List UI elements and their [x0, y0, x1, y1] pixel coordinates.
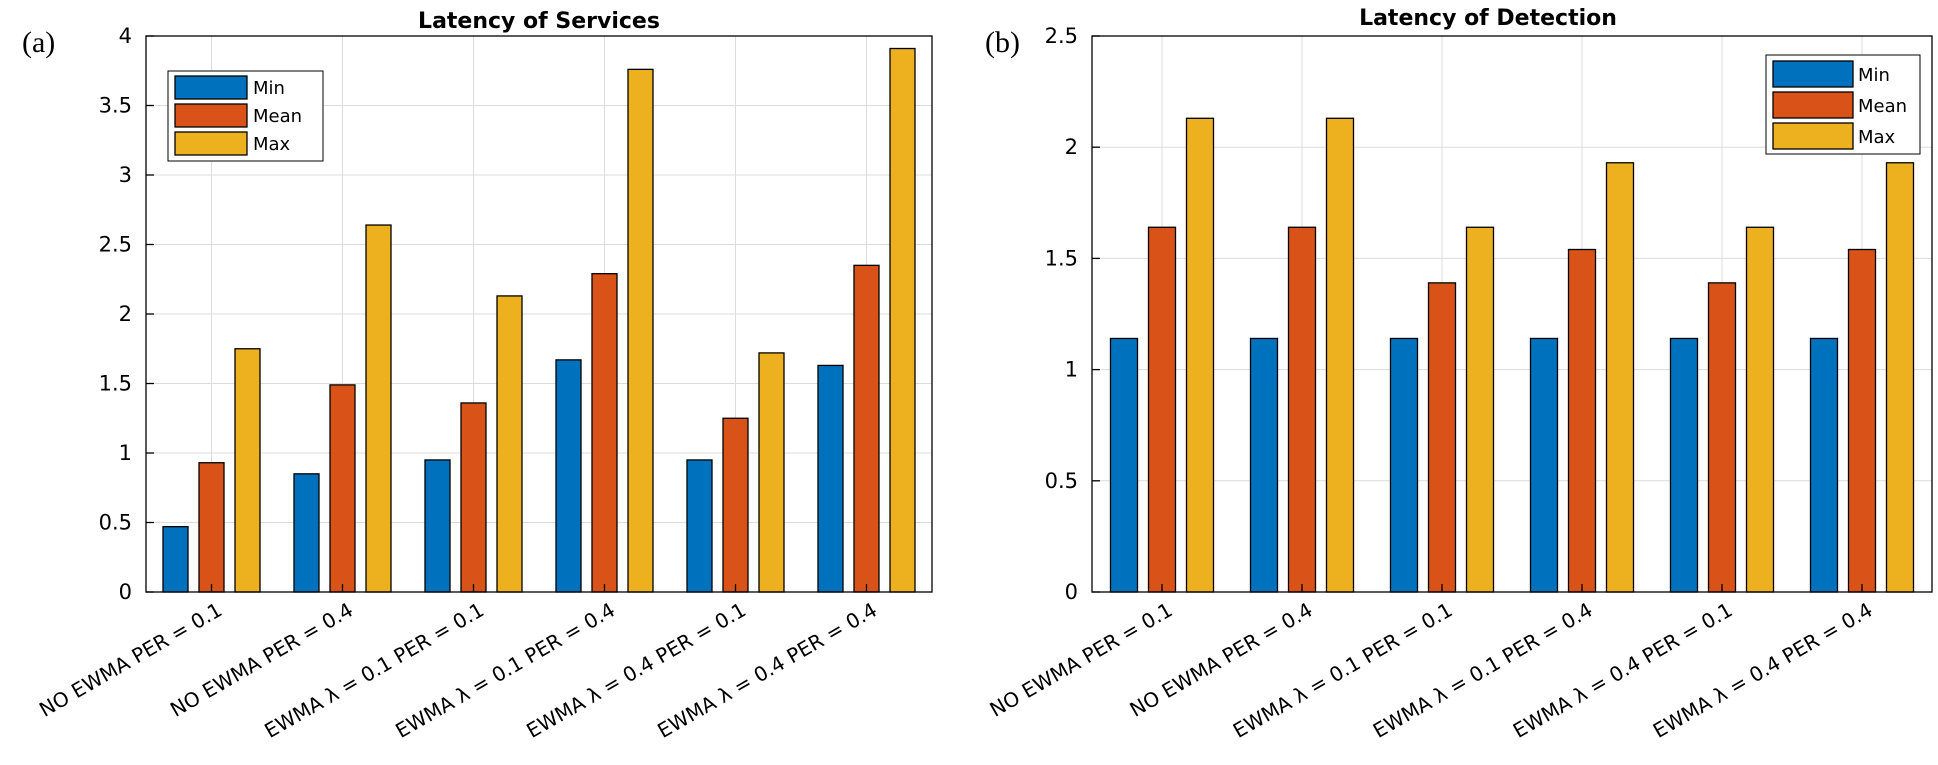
bar-mean-3	[1427, 282, 1457, 593]
bar-max-2	[365, 224, 392, 593]
x-category-label: EWMA λ = 0.1 PER = 0.1	[260, 598, 488, 743]
x-category-label: EWMA λ = 0.1 PER = 0.4	[391, 598, 619, 743]
y-tick-label: 1	[119, 441, 132, 465]
y-tick-label: 0	[1065, 580, 1078, 604]
legend-swatch-mean-b	[1772, 91, 1854, 119]
bar-mean-3	[460, 402, 487, 593]
bar-mean-2	[329, 384, 356, 593]
bar-min-6	[1809, 337, 1839, 593]
x-category-label: EWMA λ = 0.1 PER = 0.1	[1229, 598, 1457, 743]
bar-max-4	[627, 68, 654, 593]
bar-min-4	[1529, 337, 1559, 593]
y-tick-label: 1	[1065, 358, 1078, 382]
x-category-label: EWMA λ = 0.4 PER = 0.1	[1509, 598, 1737, 743]
bar-max-5	[1745, 226, 1775, 593]
bar-min-6	[817, 364, 844, 593]
x-category-label: EWMA λ = 0.4 PER = 0.1	[522, 598, 750, 743]
bar-min-3	[1389, 337, 1419, 593]
legend-label-mean-b: Mean	[1858, 96, 1907, 117]
bar-max-1	[234, 348, 261, 593]
x-category-label: EWMA λ = 0.4 PER = 0.4	[1649, 598, 1877, 743]
chart-latency-of-detection: (b) Latency of Detection 0 0.5 1 1.5 2 2.5 NO…	[985, 6, 1933, 743]
legend-swatch-mean-a	[174, 103, 248, 128]
bar-min-5	[686, 459, 713, 593]
bar-mean-5	[1707, 282, 1737, 593]
bar-min-3	[424, 459, 451, 593]
bar-min-2	[293, 473, 320, 593]
y-tick-label: 1.5	[1045, 246, 1078, 270]
bars-a	[162, 47, 916, 593]
y-tick-label: 0.5	[1045, 469, 1078, 493]
chart-title-a: Latency of Services	[418, 9, 660, 34]
y-tick-label: 4	[119, 24, 132, 48]
legend-swatch-max-a	[174, 131, 248, 156]
bar-mean-1	[1147, 226, 1177, 593]
y-axis-ticks-b: 0 0.5 1 1.5 2 2.5	[1045, 24, 1100, 604]
x-category-label: EWMA λ = 0.1 PER = 0.4	[1369, 598, 1597, 743]
bar-max-3	[496, 295, 523, 593]
bar-max-4	[1605, 162, 1635, 593]
bars-b	[1109, 117, 1915, 593]
legend-a: Min Mean Max	[167, 70, 324, 162]
y-tick-label: 2.5	[99, 233, 132, 257]
legend-swatch-min-a	[174, 75, 248, 100]
bar-min-2	[1249, 337, 1279, 593]
x-category-label: EWMA λ = 0.4 PER = 0.4	[653, 598, 881, 743]
bar-mean-6	[853, 264, 880, 593]
bar-max-6	[889, 47, 916, 593]
bar-min-1	[162, 526, 189, 593]
bar-mean-6	[1847, 248, 1877, 593]
chart-title-b: Latency of Detection	[1359, 6, 1617, 31]
bar-mean-4	[591, 273, 618, 593]
legend-label-min-b: Min	[1858, 65, 1890, 86]
panel-label-a: (a)	[22, 26, 55, 59]
y-tick-label: 2	[1065, 135, 1078, 159]
bar-mean-5	[722, 417, 749, 593]
legend-label-max-b: Max	[1858, 127, 1896, 148]
y-tick-label: 0	[119, 580, 132, 604]
legend-b: Min Mean Max	[1765, 54, 1921, 155]
y-tick-label: 2	[119, 302, 132, 326]
bar-max-5	[758, 352, 785, 593]
bar-min-4	[555, 359, 582, 593]
chart-latency-of-services: (a) Latency of Services 0 0.5 1 1.5 2 2.5 3 3.5…	[22, 9, 933, 743]
bar-max-6	[1885, 162, 1915, 593]
bar-min-1	[1109, 337, 1139, 593]
y-tick-label: 2.5	[1045, 24, 1078, 48]
y-tick-label: 3	[119, 163, 132, 187]
legend-swatch-max-b	[1772, 122, 1854, 150]
y-tick-label: 1.5	[99, 372, 132, 396]
legend-label-mean-a: Mean	[253, 106, 302, 127]
bar-mean-1	[198, 462, 225, 593]
axes-box-b	[1091, 35, 1933, 593]
bar-mean-2	[1287, 226, 1317, 593]
panel-label-b: (b)	[985, 26, 1020, 59]
legend-label-min-a: Min	[253, 78, 285, 99]
legend-label-max-a: Max	[253, 134, 291, 155]
bar-min-5	[1669, 337, 1699, 593]
y-tick-label: 3.5	[99, 94, 132, 118]
bar-mean-4	[1567, 248, 1597, 593]
bar-max-3	[1465, 226, 1495, 593]
y-tick-label: 0.5	[99, 511, 132, 535]
bar-max-2	[1325, 117, 1355, 593]
legend-swatch-min-b	[1772, 60, 1854, 88]
bar-max-1	[1185, 117, 1215, 593]
y-axis-ticks-a: 0 0.5 1 1.5 2 2.5 3 3.5 4	[99, 24, 154, 604]
